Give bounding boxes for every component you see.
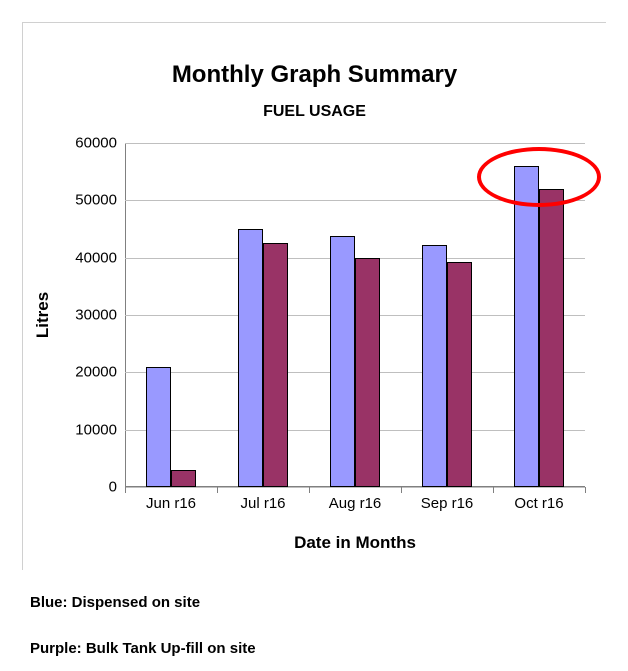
x-tick-mark	[401, 487, 402, 493]
y-tick-label: 40000	[57, 249, 117, 266]
bar	[514, 166, 539, 487]
legend-series-1: Blue: Dispensed on site	[30, 594, 200, 611]
bar	[263, 243, 288, 487]
bar	[171, 470, 196, 487]
y-tick-label: 20000	[57, 364, 117, 381]
x-tick-label: Aug r16	[329, 495, 382, 512]
x-tick-label: Oct r16	[514, 495, 563, 512]
x-tick-mark	[493, 487, 494, 493]
y-tick-label: 30000	[57, 307, 117, 324]
gridline	[125, 143, 585, 144]
gridline	[125, 487, 585, 488]
y-tick-label: 50000	[57, 192, 117, 209]
x-axis-label: Date in Months	[125, 533, 585, 553]
x-tick-label: Jun r16	[146, 495, 196, 512]
y-axis-label: Litres	[33, 292, 53, 338]
bar	[146, 367, 171, 487]
x-tick-label: Jul r16	[240, 495, 285, 512]
x-tick-mark	[125, 487, 126, 493]
bar	[355, 258, 380, 487]
x-tick-mark	[309, 487, 310, 493]
chart-subtitle: FUEL USAGE	[23, 103, 606, 121]
x-tick-mark	[585, 487, 586, 493]
legend-series-2: Purple: Bulk Tank Up-fill on site	[30, 640, 256, 657]
x-tick-label: Sep r16	[421, 495, 474, 512]
chart-panel: Monthly Graph Summary FUEL USAGE Litres …	[22, 22, 606, 570]
y-tick-label: 10000	[57, 421, 117, 438]
bar	[422, 245, 447, 487]
bar	[447, 262, 472, 487]
chart-title: Monthly Graph Summary	[23, 61, 606, 89]
y-tick-label: 60000	[57, 135, 117, 152]
bar	[238, 229, 263, 487]
plot-area: Litres Date in Months 010000200003000040…	[125, 143, 585, 487]
bar	[330, 236, 355, 487]
x-tick-mark	[217, 487, 218, 493]
y-tick-label: 0	[57, 479, 117, 496]
bar	[539, 189, 564, 487]
